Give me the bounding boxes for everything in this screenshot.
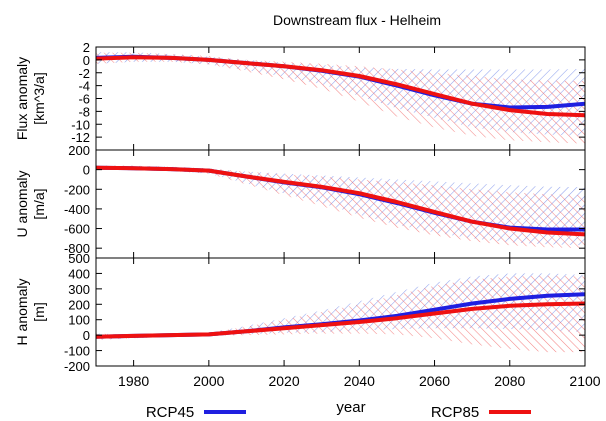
y-axis-label-line1: Flux anomaly [14,57,30,140]
range-band-rcp85 [96,275,585,353]
panel-frame [95,257,586,367]
series-line-rcp85 [96,55,585,118]
y-tick-label: 200 [68,297,90,312]
y-axis-label-line2: [km^3/a] [31,72,47,124]
y-tick-label: -8 [78,104,90,119]
y-axis-label: U anomaly[m/a] [14,171,47,238]
y-tick-label: 500 [68,251,90,266]
range-band-rcp85 [96,52,585,144]
y-tick-label: 300 [68,282,90,297]
panel-1: 20-2-4-6-8-10-12 Flux anomaly[km^3/a] [14,40,586,151]
chart-title: Downstream flux - Helheim [273,12,441,28]
y-tick-label: 400 [68,266,90,281]
y-tick-label: -800 [64,241,90,256]
panel-2: 200 0 -200 -400 -600 -800 U anomaly[m/a] [14,143,586,259]
y-tick-label: -6 [78,92,90,107]
y-tick-label: 0 [83,53,90,68]
y-tick-label: -2 [78,66,90,81]
y-tick-label: -400 [64,202,90,217]
x-tick-label: 2080 [494,373,525,389]
x-tick-label: 2000 [193,373,224,389]
x-tick-label: 2020 [268,373,299,389]
y-tick-label: -4 [78,79,90,94]
y-tick-label: -200 [64,182,90,197]
y-tick-label: 0 [83,328,90,343]
legend-label-rcp45: RCP45 [146,404,194,421]
x-tick-label: 2060 [419,373,450,389]
x-tick-label: 1980 [118,373,149,389]
y-axis-label-line1: H anomaly [14,279,30,346]
y-tick-label: -600 [64,222,90,237]
x-axis-label: year [336,399,365,416]
y-axis-label: H anomaly[m] [14,279,47,346]
legend-label-rcp85: RCP85 [431,404,479,421]
y-tick-label: -100 [64,344,90,359]
y-tick-label: -200 [64,359,90,374]
y-tick-label: 200 [68,143,90,158]
x-tick-label: 2100 [569,373,600,389]
y-axis-label-line2: [m] [31,302,47,321]
legend: RCP45 RCP85 [146,404,531,421]
y-tick-label: 0 [83,163,90,178]
y-tick-label: -12 [71,130,90,145]
y-axis-label-line2: [m/a] [31,188,47,219]
y-axis-label: Flux anomaly[km^3/a] [14,57,47,140]
series-line-rcp85 [96,165,585,237]
range-band-rcp85 [96,165,585,249]
y-tick-label: -10 [71,117,90,132]
series-line-rcp85 [96,301,585,339]
x-tick-label: 2040 [344,373,375,389]
y-tick-label: 2 [83,40,90,55]
y-tick-label: 100 [68,313,90,328]
y-axis-label-line1: U anomaly [14,171,30,238]
